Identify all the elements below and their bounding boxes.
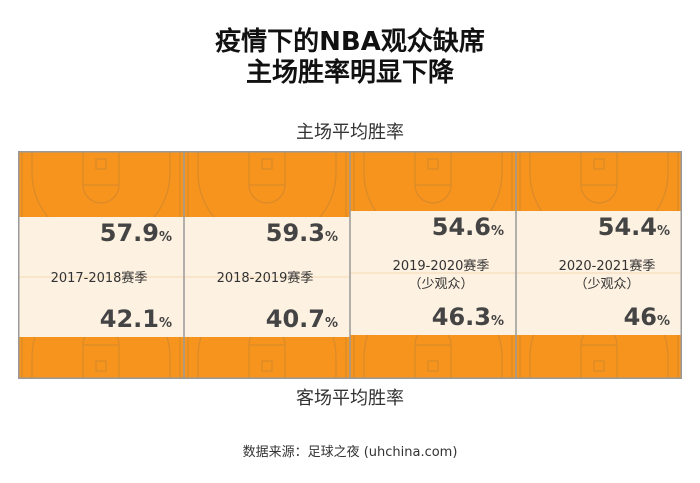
- home-win-rate-value: 54.4%: [598, 213, 670, 241]
- hoop: [593, 360, 605, 372]
- season-label: 2020-2021赛季: [559, 258, 656, 274]
- paint-area: [580, 344, 618, 379]
- paint-area: [248, 151, 286, 186]
- paint-area: [414, 151, 452, 186]
- season-label: 2019-2020赛季: [393, 258, 490, 274]
- season-panel: 54.4% 2020-2021赛季 （少观众） 46%: [515, 151, 682, 379]
- free-throw-arc: [580, 184, 618, 204]
- away-win-rate-value: 40.7%: [266, 305, 338, 333]
- hoop: [95, 360, 107, 372]
- hoop: [261, 158, 273, 170]
- chart-title-line-1: 疫情下的NBA观众缺席: [215, 27, 485, 57]
- hoop: [427, 158, 439, 170]
- home-win-rate-value: 59.3%: [266, 219, 338, 247]
- chart-title-line-2: 主场胜率明显下降: [245, 58, 454, 88]
- free-throw-arc: [414, 184, 452, 204]
- chart-border: [18, 151, 682, 379]
- season-label: （少观众）: [574, 277, 639, 292]
- away-win-rate-label: 客场平均胜率: [296, 388, 404, 409]
- free-throw-arc: [82, 184, 120, 204]
- season-panel: 59.3% 2018-2019赛季 40.7%: [183, 151, 350, 379]
- hoop: [261, 360, 273, 372]
- home-win-rate-value: 54.6%: [432, 213, 504, 241]
- data-source-note: 数据来源：足球之夜 (uhchina.com): [242, 445, 458, 460]
- paint-area: [580, 151, 618, 186]
- hoop: [95, 158, 107, 170]
- paint-area: [414, 344, 452, 379]
- away-win-rate-value: 42.1%: [100, 305, 172, 333]
- paint-area: [82, 344, 120, 379]
- away-win-rate-value: 46%: [624, 303, 670, 331]
- season-label: 2017-2018赛季: [51, 270, 148, 286]
- hoop: [427, 360, 439, 372]
- paint-area: [248, 344, 286, 379]
- paint-area: [82, 151, 120, 186]
- basketball-court-chart: 57.9% 2017-2018赛季 42.1% 59.3% 2018-2019赛季 40.…: [18, 151, 682, 379]
- home-win-rate-value: 57.9%: [100, 219, 172, 247]
- home-win-rate-label: 主场平均胜率: [296, 122, 404, 143]
- away-win-rate-value: 46.3%: [432, 303, 504, 331]
- season-panel: 54.6% 2019-2020赛季 （少观众） 46.3%: [349, 151, 516, 379]
- season-panel: 57.9% 2017-2018赛季 42.1%: [18, 151, 184, 379]
- free-throw-arc: [248, 184, 286, 204]
- season-label: （少观众）: [408, 277, 473, 292]
- season-label: 2018-2019赛季: [217, 270, 314, 286]
- hoop: [593, 158, 605, 170]
